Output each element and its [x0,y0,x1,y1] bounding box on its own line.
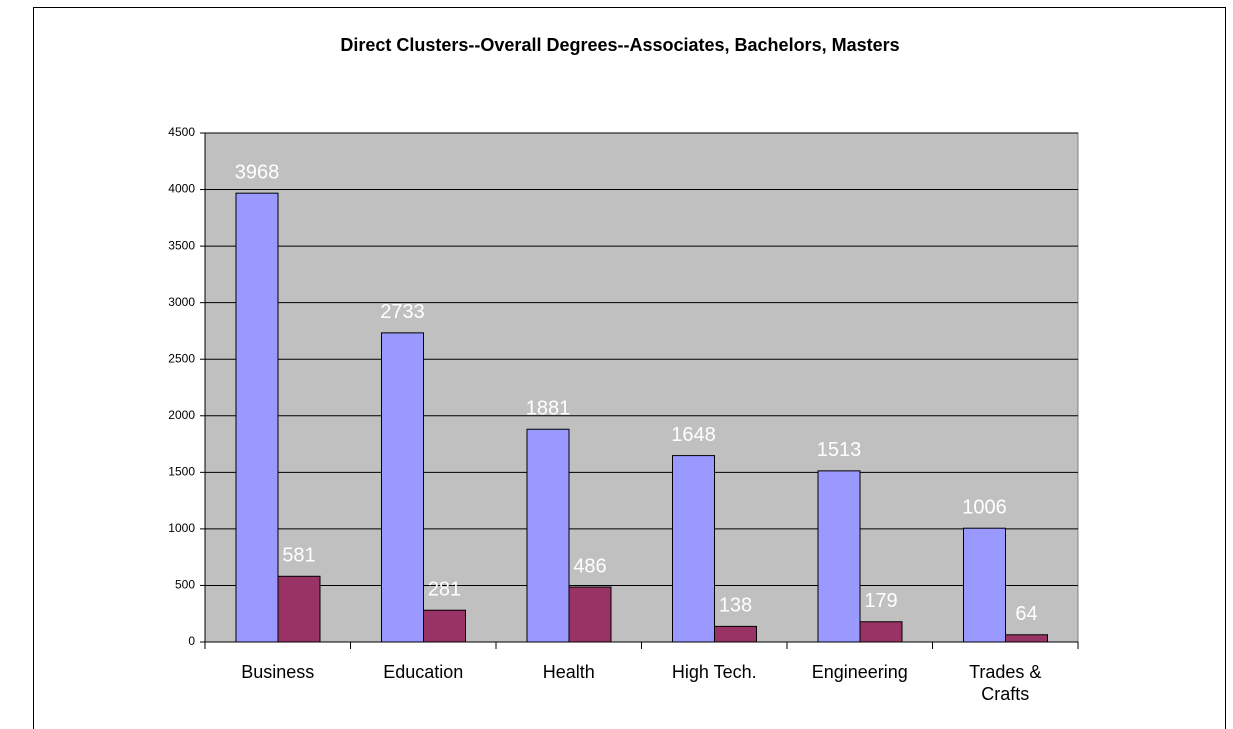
bar [381,332,424,643]
x-tick-label: Health [542,662,595,682]
bar [672,455,715,643]
data-label: 138 [719,595,752,617]
y-tick-label: 1000 [168,521,195,535]
bar [963,527,1006,643]
x-tick-label: Education [383,662,464,682]
bar [714,625,757,643]
y-tick-label: 3500 [168,238,195,252]
bar [235,192,279,643]
y-tick-label: 4000 [168,182,195,196]
y-tick-label: 4500 [168,125,195,139]
data-label: 281 [428,578,461,600]
chart-title: Direct Clusters--Overall Degrees--Associ… [340,35,900,55]
y-tick-label: 1500 [168,465,195,479]
bar [859,621,903,643]
y-tick-label: 2000 [168,408,195,422]
data-label: 179 [864,590,897,612]
data-label: 1513 [817,439,862,461]
y-tick-label: 0 [188,634,195,648]
bar [568,586,612,643]
plot-area [204,132,1079,643]
data-label: 1881 [526,398,571,420]
bar [526,428,570,643]
chart-frame [33,7,1226,729]
x-tick-label: Engineering [811,662,908,682]
data-label: 3968 [235,161,280,183]
data-label: 2733 [380,301,425,323]
data-label: 1648 [671,424,716,446]
bar [817,470,861,643]
y-tick-label: 2500 [168,351,195,365]
bar [423,609,466,643]
bar [277,575,321,643]
bar [1005,634,1048,643]
data-label: 486 [573,555,606,577]
y-tick-label: 500 [175,578,195,592]
data-label: 1006 [962,496,1007,518]
x-tick-label: Business [241,662,315,682]
x-tick-label: Trades & Crafts [969,662,1042,704]
x-tick-label: High Tech. [671,662,757,682]
data-label: 581 [282,545,315,567]
data-label: 64 [1015,603,1037,625]
y-tick-label: 3000 [168,295,195,309]
